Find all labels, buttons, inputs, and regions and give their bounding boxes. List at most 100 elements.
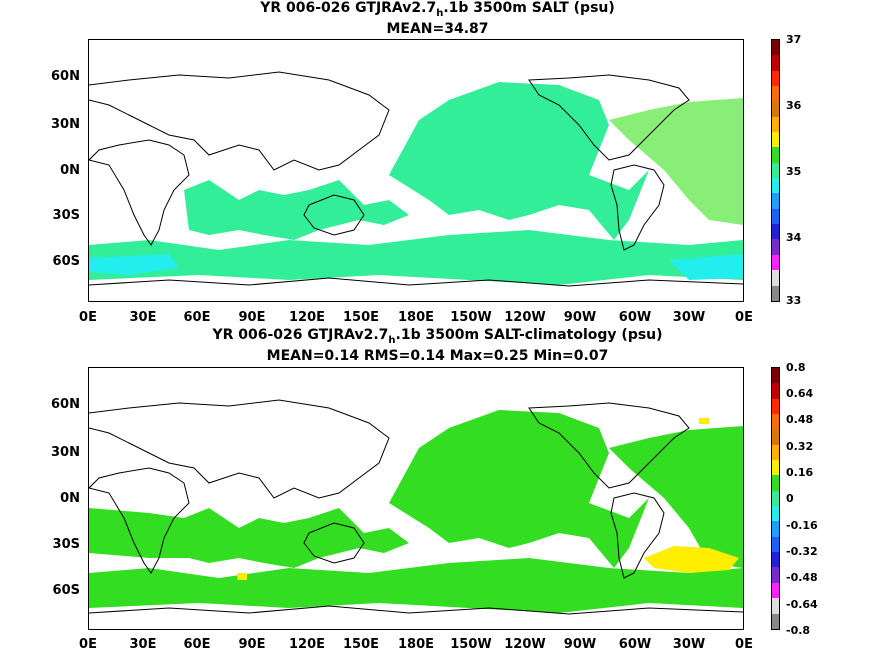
panel2-colorbar-label: -0.32 — [786, 545, 818, 558]
panel2-colorbar-segment — [772, 536, 779, 553]
panel1-southern-ocean — [89, 230, 743, 285]
panel1-ylabel-60s: 60S — [52, 254, 80, 269]
panel2-atlantic-ocean — [609, 426, 743, 568]
panel2-yellow-anomaly-small — [237, 573, 247, 580]
panel2-colorbar-segment — [772, 582, 779, 599]
panel1-xlabel: 150E — [342, 310, 380, 325]
panel2-colorbar-segment — [772, 383, 779, 399]
panel2-map-svg — [89, 368, 743, 629]
panel2-colorbar-segment — [772, 552, 779, 568]
panel1-colorbar-segment — [772, 55, 779, 71]
panel1-colorbar-label: 33 — [786, 294, 802, 307]
panel2-coast-eurasia — [89, 399, 390, 499]
panel2-colorbar-segment — [772, 429, 779, 445]
panel1-colorbar-segment — [772, 86, 779, 102]
panel1-xlabel: 120E — [288, 310, 326, 325]
panel2-coast-north-america — [528, 402, 690, 489]
panel1-coast-south-america — [610, 164, 665, 251]
panel1-colorbar-label: 34 — [786, 231, 802, 244]
panel1-colorbar-label: 36 — [786, 99, 802, 112]
panel2-coast-antarctica — [89, 605, 743, 615]
panel1-indian-ocean — [184, 180, 409, 240]
panel2-xlabel: 60E — [183, 637, 211, 652]
panel2-xlabel: 90E — [238, 637, 266, 652]
panel2-map — [88, 367, 744, 630]
panel1-colorbar-label: 37 — [786, 33, 802, 46]
panel1-xlabel: 0E — [735, 310, 753, 325]
panel1-xlabel: 150W — [450, 310, 492, 325]
panel2-colorbar-label: -0.64 — [786, 598, 818, 611]
panel2-colorbar-label: -0.8 — [786, 624, 811, 637]
panel2-xlabel: 90W — [563, 637, 597, 652]
panel2-colorbar-segment — [772, 613, 779, 629]
panel2-ylabel-60n: 60N — [51, 397, 80, 412]
panel1-colorbar-segment — [772, 285, 779, 301]
panel2-ylabel-0n: 0N — [60, 491, 80, 506]
panel1-colorbar-segment — [772, 254, 779, 271]
panel2-colorbar-segment — [772, 567, 779, 583]
panel1-pacific-ocean — [389, 82, 649, 240]
panel1-ocean-field — [89, 82, 743, 285]
panel1-colorbar-segment — [772, 132, 779, 148]
panel1-xlabel: 60E — [183, 310, 211, 325]
panel1-xlabel: 30E — [129, 310, 157, 325]
panel1-colorbar-segment — [772, 270, 779, 286]
panel1-title-subscript: h — [436, 7, 444, 19]
panel1-colorbar-segment — [772, 101, 779, 117]
panel2-colorbar-label: -0.48 — [786, 571, 818, 584]
panel1-xlabel: 180E — [397, 310, 435, 325]
panel1-colorbar-segment — [772, 147, 779, 163]
panel2-colorbar-label: 0.48 — [786, 413, 814, 426]
panel2-title: YR 006-026 GTJRAv2.7h.1b 3500m SALT-clim… — [0, 327, 875, 349]
panel1-colorbar-segment — [772, 116, 779, 133]
panel2-ocean-field — [89, 410, 743, 613]
panel2-title-rest: .1b 3500m SALT-climatology (psu) — [395, 327, 663, 343]
panel2-colorbar-label: -0.16 — [786, 519, 818, 532]
panel1-colorbar-segment — [772, 224, 779, 240]
panel1-xlabel: 120W — [504, 310, 546, 325]
panel2-colorbar-segment — [772, 490, 779, 507]
panel1-ylabel-0n: 0N — [60, 163, 80, 178]
panel2-colorbar-segment — [772, 460, 779, 476]
panel2-ylabel-30n: 30N — [51, 445, 80, 460]
panel1-stats: MEAN=34.87 — [386, 21, 489, 37]
panel1-xlabel: 30W — [672, 310, 706, 325]
panel2-xlabel: 120W — [504, 637, 546, 652]
panel2-ylabel-30s: 30S — [52, 537, 80, 552]
panel1-coast-north-america — [528, 74, 690, 161]
panel1-atlantic-ocean — [609, 98, 743, 225]
panel2-coast-south-america — [610, 492, 665, 579]
panel1-colorbar-label: 35 — [786, 165, 802, 178]
panel2-colorbar-label: 0.32 — [786, 440, 814, 453]
panel1-map-svg — [89, 40, 743, 301]
panel1-title-main: YR 006-026 GTJRAv2.7 — [260, 0, 437, 16]
panel2-title-subscript: h — [388, 334, 396, 346]
panel1-coast-africa — [89, 139, 190, 246]
panel1-colorbar-segment — [772, 239, 779, 255]
panel2-southern-ocean — [89, 558, 743, 613]
panel2-xlabel: 150W — [450, 637, 492, 652]
panel1-ylabel-30s: 30S — [52, 208, 80, 223]
panel2-xlabel: 30W — [672, 637, 706, 652]
panel1-colorbar-segment — [772, 70, 779, 87]
panel2-xlabel: 30E — [129, 637, 157, 652]
panel2-xlabel: 120E — [288, 637, 326, 652]
panel2-ylabel-60s: 60S — [52, 583, 80, 598]
panel1-coast-australia — [303, 194, 365, 236]
panel1-colorbar-segment — [772, 162, 779, 179]
panel2-colorbar-segment — [772, 414, 779, 430]
panel2-colorbar-label: 0 — [786, 492, 794, 505]
panel2-colorbar-segment — [772, 506, 779, 522]
panel2-yellow-anomaly-south-atlantic — [644, 546, 739, 573]
panel2-xlabel: 0E — [735, 637, 753, 652]
panel2-colorbar-segment — [772, 444, 779, 461]
panel2-colorbar-label: 0.64 — [786, 387, 814, 400]
panel1-colorbar-segment — [772, 193, 779, 209]
panel2-colorbar-segment — [772, 368, 779, 384]
panel2-title-main: YR 006-026 GTJRAv2.7 — [212, 327, 389, 343]
panel1-colorbar — [771, 39, 780, 302]
panel2-xlabel: 150E — [342, 637, 380, 652]
panel2-colorbar-segment — [772, 398, 779, 415]
panel1-xlabel: 90E — [238, 310, 266, 325]
panel2-xlabel: 60W — [618, 637, 652, 652]
